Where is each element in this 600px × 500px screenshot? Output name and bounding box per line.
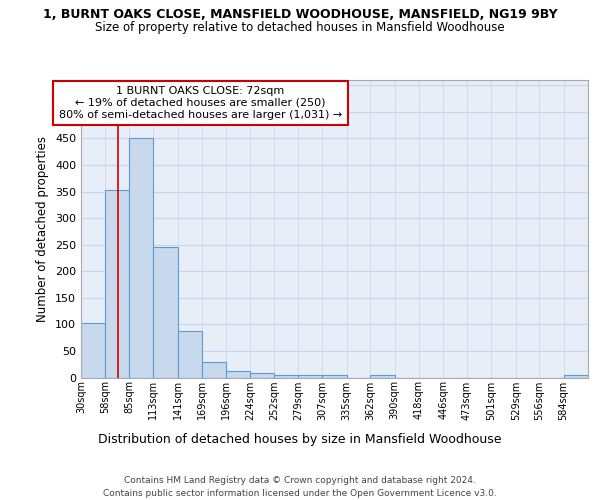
Bar: [250, 372, 274, 378]
Bar: [178, 332, 202, 378]
Bar: [202, 362, 226, 378]
Bar: [106, 190, 129, 378]
Bar: [322, 375, 347, 378]
Bar: [226, 370, 250, 378]
Text: Contains HM Land Registry data © Crown copyright and database right 2024.: Contains HM Land Registry data © Crown c…: [124, 476, 476, 485]
Text: 1 BURNT OAKS CLOSE: 72sqm
← 19% of detached houses are smaller (250)
80% of semi: 1 BURNT OAKS CLOSE: 72sqm ← 19% of detac…: [59, 86, 342, 120]
Text: Contains public sector information licensed under the Open Government Licence v3: Contains public sector information licen…: [103, 489, 497, 498]
Bar: [563, 375, 588, 378]
Text: 1, BURNT OAKS CLOSE, MANSFIELD WOODHOUSE, MANSFIELD, NG19 9BY: 1, BURNT OAKS CLOSE, MANSFIELD WOODHOUSE…: [43, 8, 557, 20]
Bar: [274, 375, 298, 378]
Bar: [129, 138, 154, 378]
Y-axis label: Number of detached properties: Number of detached properties: [37, 136, 49, 322]
Bar: [298, 375, 322, 378]
Bar: [154, 247, 178, 378]
Bar: [370, 375, 395, 378]
Text: Distribution of detached houses by size in Mansfield Woodhouse: Distribution of detached houses by size …: [98, 432, 502, 446]
Text: Size of property relative to detached houses in Mansfield Woodhouse: Size of property relative to detached ho…: [95, 21, 505, 34]
Bar: [81, 323, 106, 378]
